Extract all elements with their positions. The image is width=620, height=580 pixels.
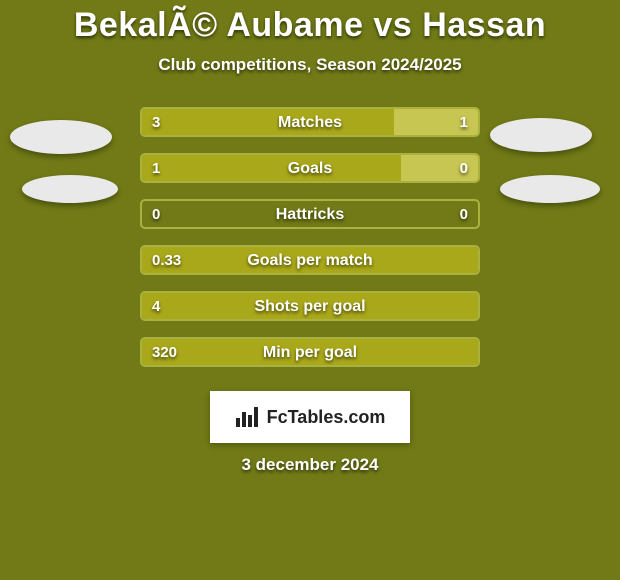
stat-bar: Goals per match0.33 [140, 245, 480, 275]
stat-row: Matches31 [0, 107, 620, 153]
stat-label: Hattricks [142, 201, 478, 229]
stat-row: Min per goal320 [0, 337, 620, 383]
bar-right-fill [394, 109, 478, 135]
stat-bar: Shots per goal4 [140, 291, 480, 321]
stats-rows: Matches31 Goals10 Hattricks0 0 Goals per mat… [0, 107, 620, 383]
logo-text: FcTables.com [267, 407, 386, 428]
bar-left-fill [142, 339, 478, 365]
stat-value-right: 0 [450, 201, 478, 229]
stat-row: Goals10 [0, 153, 620, 199]
page-subtitle: Club competitions, Season 2024/2025 [0, 55, 620, 75]
bar-left-fill [142, 109, 394, 135]
date-text: 3 december 2024 [0, 455, 620, 475]
bars-icon [235, 406, 261, 428]
page-title: BekalÃ© Aubame vs Hassan [0, 6, 620, 45]
stat-value-left: 0 [142, 201, 170, 229]
bar-right-fill [401, 155, 478, 181]
bar-left-fill [142, 247, 478, 273]
bar-left-fill [142, 293, 478, 319]
stat-row: Goals per match0.33 [0, 245, 620, 291]
stat-bar: Matches31 [140, 107, 480, 137]
stat-bar: Hattricks0 0 [140, 199, 480, 229]
fctables-logo[interactable]: FcTables.com [210, 391, 410, 443]
stat-row: Shots per goal4 [0, 291, 620, 337]
bar-left-fill [142, 155, 401, 181]
stat-row: Hattricks0 0 [0, 199, 620, 245]
stat-bar: Min per goal320 [140, 337, 480, 367]
stat-bar: Goals10 [140, 153, 480, 183]
